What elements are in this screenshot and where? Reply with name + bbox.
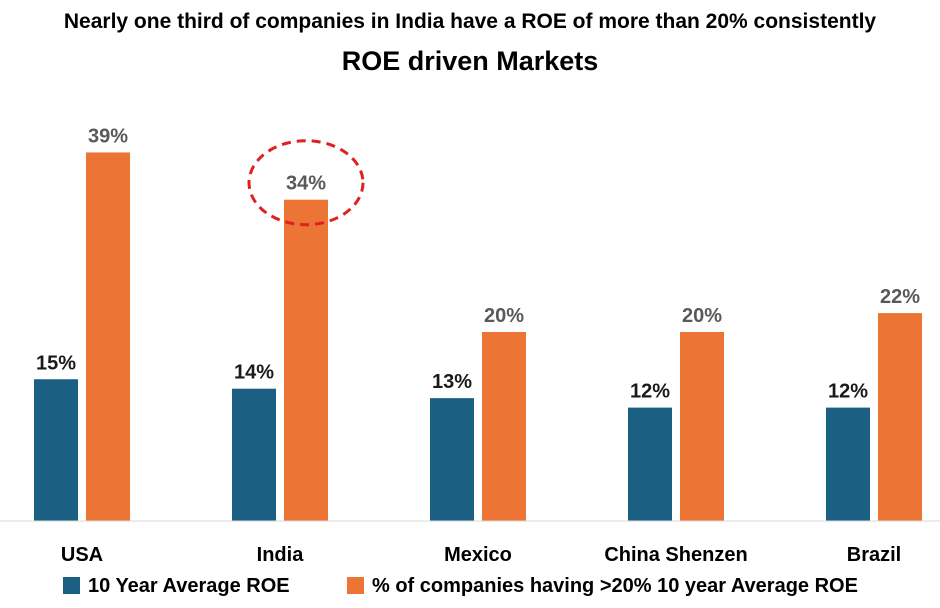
category-label-mexico: Mexico	[444, 544, 512, 566]
bar-mexico-roe	[430, 398, 474, 521]
legend: 10 Year Average ROE % of companies havin…	[63, 575, 858, 597]
chart-subtitle: Nearly one third of companies in India h…	[64, 10, 877, 33]
category-label-india: India	[257, 544, 305, 566]
category-label-usa: USA	[61, 544, 103, 566]
value-label-india-roe: 14%	[234, 362, 274, 384]
value-label-usa-roe: 15%	[36, 352, 76, 374]
category-label-brazil: Brazil	[847, 544, 901, 566]
value-labels-layer: 15% 39% 14% 34% 13% 20% 12% 20% 12% 22%	[36, 125, 920, 402]
legend-label-roe: 10 Year Average ROE	[88, 575, 290, 597]
legend-swatch-roe	[63, 577, 80, 594]
highlight-circle-india	[247, 139, 365, 227]
category-labels-layer: USA India Mexico China Shenzen Brazil	[61, 544, 901, 566]
value-label-usa-pct-companies: 39%	[88, 125, 128, 147]
bar-mexico-pct-companies	[482, 332, 526, 521]
legend-label-pct-companies: % of companies having >20% 10 year Avera…	[372, 575, 858, 597]
category-label-china-shenzen: China Shenzen	[604, 544, 747, 566]
value-label-brazil-pct-companies: 22%	[880, 286, 920, 308]
bars-layer	[34, 152, 922, 521]
chart-title: ROE driven Markets	[342, 46, 599, 76]
bar-brazil-roe	[826, 407, 870, 521]
bar-india-roe	[232, 388, 276, 521]
value-label-mexico-pct-companies: 20%	[484, 305, 524, 327]
highlight-layer	[247, 139, 365, 227]
value-label-china-shenzen-roe: 12%	[630, 381, 670, 403]
bar-usa-pct-companies	[86, 152, 130, 521]
value-label-brazil-roe: 12%	[828, 381, 868, 403]
bar-china-shenzen-roe	[628, 407, 672, 521]
value-label-mexico-roe: 13%	[432, 371, 472, 393]
legend-swatch-pct-companies	[347, 577, 364, 594]
value-label-china-shenzen-pct-companies: 20%	[682, 305, 722, 327]
bar-china-shenzen-pct-companies	[680, 332, 724, 521]
bar-usa-roe	[34, 379, 78, 521]
value-label-india-pct-companies: 34%	[286, 173, 326, 195]
bar-india-pct-companies	[284, 199, 328, 521]
bar-brazil-pct-companies	[878, 313, 922, 521]
